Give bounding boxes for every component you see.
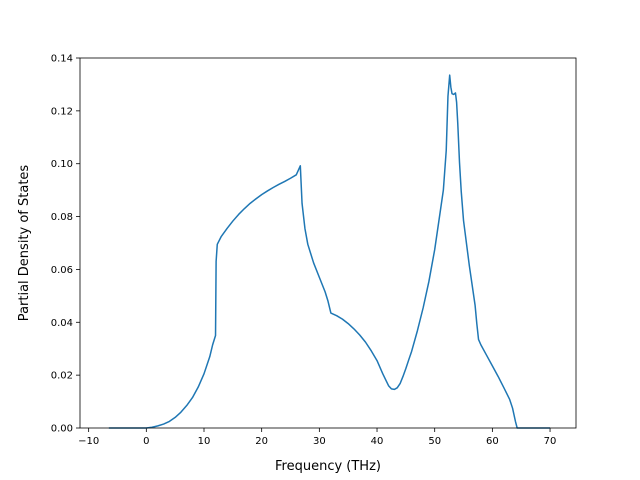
- x-tick-label: 30: [313, 436, 326, 447]
- y-tick-label: 0.02: [51, 371, 73, 382]
- y-axis-ticks: 0.00 0.02 0.04 0.06 0.08 0.10 0.12 0.14: [51, 54, 80, 435]
- y-tick-label: 0.12: [51, 106, 73, 117]
- y-tick-label: 0.00: [51, 424, 73, 435]
- y-tick-label: 0.10: [51, 159, 73, 170]
- x-tick-label: 70: [544, 436, 557, 447]
- y-tick-label: 0.06: [51, 265, 73, 276]
- y-axis-label: Partial Density of States: [17, 165, 32, 322]
- x-tick-label: 0: [143, 436, 149, 447]
- plot-frame: [79, 57, 577, 429]
- pdos-line: [108, 74, 551, 429]
- x-tick-label: 20: [255, 436, 268, 447]
- x-tick-label: −10: [78, 436, 99, 447]
- plot-area: [80, 58, 576, 428]
- x-tick-label: 50: [428, 436, 441, 447]
- x-tick-label: 40: [371, 436, 384, 447]
- y-tick-label: 0.14: [51, 54, 73, 65]
- y-tick-label: 0.04: [51, 318, 73, 329]
- x-tick-label: 60: [486, 436, 499, 447]
- y-tick-label: 0.08: [51, 212, 73, 223]
- x-axis-label: Frequency (THz): [275, 459, 381, 474]
- x-axis-ticks: −10 0 10 20 30 40 50 60 70: [78, 428, 556, 447]
- x-tick-label: 10: [198, 436, 211, 447]
